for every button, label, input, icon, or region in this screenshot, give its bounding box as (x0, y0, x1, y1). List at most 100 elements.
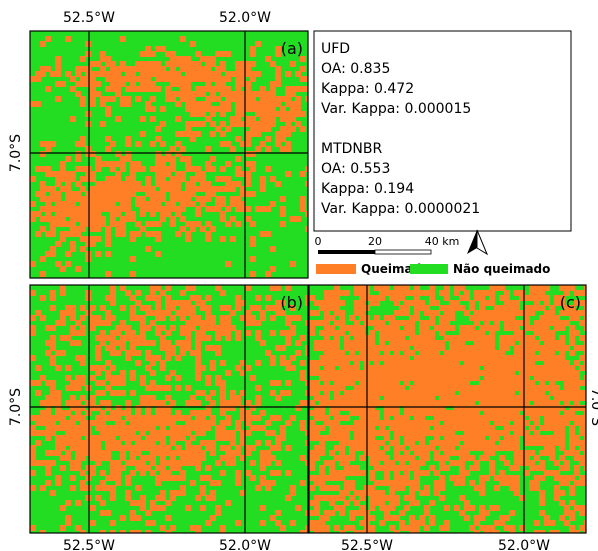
burned-patch (225, 221, 231, 227)
burned-patch (150, 370, 156, 376)
burned-patch (295, 505, 301, 511)
burned-patch (250, 271, 256, 277)
burned-patch (195, 465, 201, 471)
burned-patch (35, 365, 41, 371)
burned-patch (344, 290, 350, 296)
burned-patch (30, 315, 36, 321)
lat-label: 7.0°S (8, 134, 24, 172)
burned-patch (469, 505, 475, 511)
burned-patch (155, 236, 161, 242)
burned-patch (225, 370, 231, 376)
panel-label: (c) (560, 293, 581, 312)
burned-patch (60, 266, 66, 272)
burned-patch (150, 106, 156, 112)
burned-patch (150, 520, 156, 526)
burned-patch (280, 221, 286, 227)
burned-patch (90, 520, 96, 526)
burned-patch (90, 325, 96, 331)
burned-patch (285, 495, 291, 501)
burned-patch (295, 340, 301, 346)
burned-patch (250, 256, 256, 262)
burned-patch (359, 470, 365, 476)
burned-patch (200, 121, 206, 127)
burned-patch (155, 126, 161, 132)
burned-patch (180, 290, 186, 296)
burned-patch (150, 211, 156, 217)
burned-patch (215, 335, 221, 341)
burned-patch (60, 465, 66, 471)
burned-patch (40, 41, 46, 47)
burned-patch (175, 375, 181, 381)
burned-patch (190, 285, 196, 291)
burned-patch (220, 290, 226, 296)
burned-patch (255, 360, 261, 366)
burned-patch (105, 271, 111, 277)
burned-patch (55, 71, 61, 77)
burned-patch (300, 360, 306, 366)
burned-patch (30, 201, 36, 207)
burned-patch (155, 480, 161, 486)
burned-patch (90, 241, 96, 247)
burned-patch (30, 355, 36, 361)
burned-patch (374, 300, 380, 306)
burned-patch (245, 285, 251, 291)
burned-patch (110, 96, 116, 102)
burned-patch (339, 510, 345, 516)
burned-patch (280, 525, 286, 531)
burned-patch (569, 350, 575, 356)
burned-patch (85, 385, 91, 391)
scale-label: 20 (368, 235, 382, 248)
burned-patch (40, 151, 46, 157)
burned-patch (524, 470, 530, 476)
burned-patch (135, 485, 141, 491)
burned-patch (190, 480, 196, 486)
burned-patch (125, 480, 131, 486)
burned-patch (135, 141, 141, 147)
burned-patch (584, 465, 590, 471)
burned-patch (265, 485, 271, 491)
burned-patch (255, 320, 261, 326)
burned-patch (235, 221, 241, 227)
burned-patch (275, 460, 281, 466)
burned-patch (65, 365, 71, 371)
burned-patch (285, 470, 291, 476)
burned-patch (230, 186, 236, 192)
burned-patch (160, 315, 166, 321)
burned-patch (40, 271, 46, 277)
burned-patch (290, 61, 296, 67)
burned-patch (285, 285, 291, 291)
burned-patch (65, 251, 71, 257)
lon-label: 52.0°W (219, 538, 271, 551)
burned-patch (349, 515, 355, 521)
legend-swatch (316, 264, 356, 274)
burned-patch (105, 251, 111, 257)
burned-patch (579, 510, 585, 516)
burned-patch (160, 365, 166, 371)
burned-patch (285, 390, 291, 396)
burned-patch (479, 490, 485, 496)
burned-patch (125, 141, 131, 147)
burned-patch (265, 206, 271, 212)
burned-patch (170, 221, 176, 227)
burned-patch (165, 515, 171, 521)
burned-patch (50, 305, 56, 311)
stats-line: Var. Kappa: 0.000015 (321, 101, 471, 117)
burned-patch (439, 495, 445, 501)
burned-patch (170, 315, 176, 321)
burned-patch (300, 171, 306, 177)
burned-patch (40, 256, 46, 262)
scale-label: 0 (315, 235, 322, 248)
burned-patch (230, 460, 236, 466)
stats-title: MTDNBR (321, 141, 382, 157)
burned-patch (534, 520, 540, 526)
legend-label: Não queimado (453, 262, 550, 276)
burned-patch (175, 101, 181, 107)
burned-patch (280, 345, 286, 351)
burned-patch (210, 166, 216, 172)
burned-patch (245, 141, 251, 147)
burned-patch (185, 505, 191, 511)
burned-patch (50, 231, 56, 237)
burned-patch (55, 365, 61, 371)
burned-patch (30, 261, 36, 267)
burned-patch (40, 295, 46, 301)
